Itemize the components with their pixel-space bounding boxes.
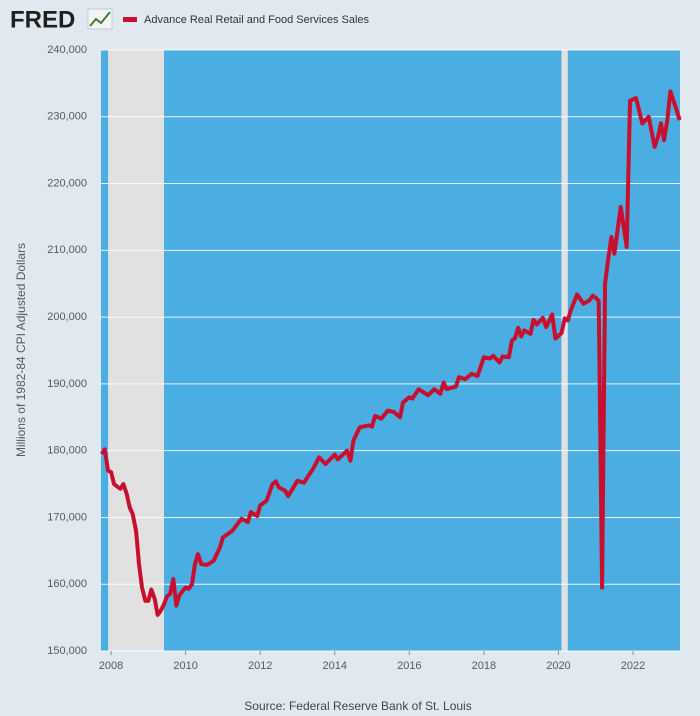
x-tick-label: 2016	[397, 660, 421, 672]
logo-icon	[87, 8, 113, 30]
y-tick-label: 210,000	[47, 244, 87, 256]
y-tick-label: 220,000	[47, 177, 87, 189]
y-tick-label: 170,000	[47, 511, 87, 523]
x-tick-label: 2008	[99, 660, 123, 672]
recession-band	[108, 50, 165, 651]
source: Source: Federal Reserve Bank of St. Loui…	[244, 699, 471, 713]
x-tick-label: 2010	[173, 660, 197, 672]
x-tick-label: 2014	[323, 660, 347, 672]
y-tick-label: 230,000	[47, 111, 87, 123]
y-tick-label: 200,000	[47, 311, 87, 323]
y-tick-label: 240,000	[47, 44, 87, 56]
x-tick-label: 2020	[546, 660, 570, 672]
legend-label: Advance Real Retail and Food Services Sa…	[144, 14, 370, 26]
logo: FRED	[10, 6, 75, 33]
x-tick-label: 2022	[621, 660, 645, 672]
series-line	[100, 89, 682, 617]
y-tick-label: 160,000	[47, 578, 87, 590]
y-axis-label: Millions of 1982-84 CPI Adjusted Dollars	[14, 243, 28, 457]
plot-background	[101, 50, 680, 651]
legend-swatch	[123, 17, 137, 22]
y-tick-label: 150,000	[47, 645, 87, 657]
recession-band	[561, 50, 568, 651]
x-tick-label: 2012	[248, 660, 272, 672]
x-tick-label: 2018	[472, 660, 496, 672]
y-tick-label: 190,000	[47, 378, 87, 390]
y-tick-label: 180,000	[47, 445, 87, 457]
